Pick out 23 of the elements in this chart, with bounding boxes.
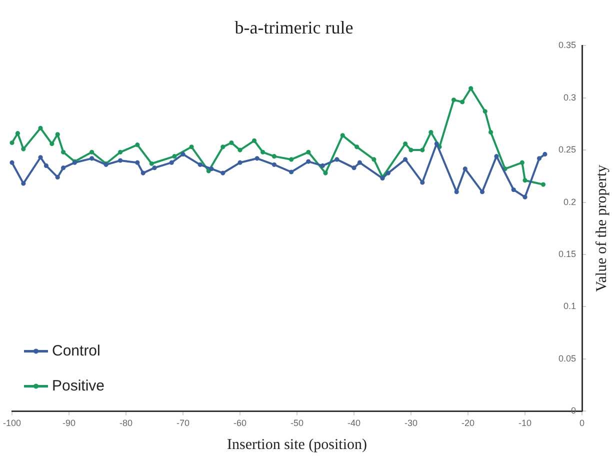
y-tick-label: 0.3 [563,92,576,102]
x-tick-label: -80 [119,418,133,428]
y-tick-label: 0.1 [563,301,576,312]
x-tick-label: -70 [176,418,190,428]
y-tick-label: 0.2 [563,196,576,207]
x-tick-label: 0 [579,418,585,428]
y-tick-label: 0.15 [558,249,576,259]
legend-label: Positive [52,377,105,394]
y-tick-label: 0.25 [558,144,576,155]
x-tick-label: -20 [461,418,475,428]
x-tick-label: -40 [347,418,361,428]
y-tick-label: 0.05 [558,353,576,364]
y-tick-label: 0.35 [558,40,576,50]
legend-label: Control [52,342,100,360]
chart-title: b-a-trimeric rule [234,18,354,38]
x-tick-label: -90 [62,418,76,428]
x-tick-label: -100 [3,418,22,428]
x-axis-title: Insertion site (position) [227,436,367,453]
x-tick-label: -50 [290,418,304,428]
x-tick-label: -60 [233,418,247,428]
y-axis-title: Value of the property [594,164,610,292]
x-tick-label: -30 [404,418,418,428]
x-tick-label: -10 [518,418,532,428]
